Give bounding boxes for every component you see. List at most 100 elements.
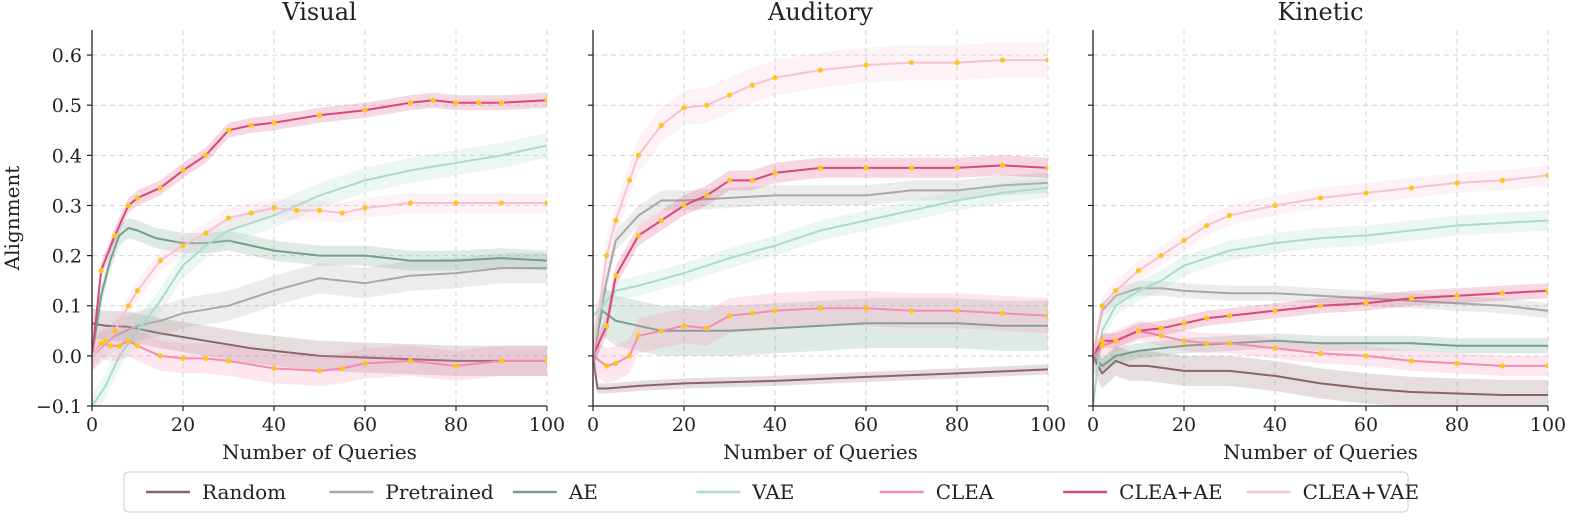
marker-clea_ae <box>726 177 733 183</box>
legend: Random Pretrained AE VAE CLEA CLEA+AE CLEA+VAE <box>123 471 1420 513</box>
marker-clea_ae <box>271 120 277 126</box>
marker-clea <box>749 310 755 316</box>
legend-item-clea_vae: CLEA+VAE <box>1246 480 1420 504</box>
marker-clea_ae <box>817 165 824 171</box>
marker-clea_ae <box>498 100 505 106</box>
marker-clea_ae <box>704 192 710 199</box>
marker-clea_ae <box>1045 165 1048 171</box>
marker-clea_vae <box>407 200 414 206</box>
marker-clea_vae <box>453 200 459 206</box>
marker-clea_ae <box>407 100 414 106</box>
marker-clea_ae <box>1272 308 1278 314</box>
marker-clea_ae <box>635 232 642 239</box>
line-ae <box>1093 339 1548 367</box>
marker-clea_ae <box>98 268 104 274</box>
marker-clea_ae <box>954 165 960 171</box>
marker-clea <box>116 343 122 349</box>
marker-clea_vae <box>1499 177 1506 183</box>
marker-clea <box>817 305 824 311</box>
marker-clea <box>681 323 687 329</box>
series-group <box>593 42 1048 394</box>
line-ae <box>92 227 547 357</box>
y-tick-label: 0.2 <box>52 246 82 268</box>
y-tick-label: −0.1 <box>36 396 82 418</box>
band-pretrained <box>92 253 547 371</box>
panel-auditory: 0 20 40 60 80 100 Auditory Number of Queries <box>587 0 1066 464</box>
marker-clea <box>604 363 610 369</box>
marker-clea_ae <box>1204 315 1210 321</box>
marker-clea_vae <box>749 82 755 88</box>
marker-clea_vae <box>180 242 186 249</box>
line-clea_ae <box>593 164 1048 357</box>
marker-clea <box>1317 350 1324 356</box>
marker-clea_vae <box>1204 222 1210 229</box>
marker-clea <box>225 358 232 364</box>
marker-clea_ae <box>544 97 547 103</box>
x-tick-label: 20 <box>1172 414 1196 436</box>
marker-clea_ae <box>1363 300 1369 306</box>
marker-clea <box>999 310 1006 316</box>
marker-clea_vae <box>817 67 824 73</box>
marker-clea <box>339 365 345 371</box>
marker-clea_vae <box>1181 237 1187 244</box>
marker-clea_vae <box>954 59 960 66</box>
marker-clea_vae <box>1408 185 1415 191</box>
marker-group <box>1099 172 1548 369</box>
band-clea_ae <box>92 92 547 364</box>
marker-clea_ae <box>658 217 664 224</box>
marker-clea_ae <box>1454 293 1460 299</box>
marker-clea_vae <box>271 205 277 211</box>
marker-clea_ae <box>681 202 687 209</box>
x-axis-label: Number of Queries <box>723 440 918 464</box>
marker-clea_ae <box>604 323 610 329</box>
line-pretrained <box>593 181 1048 357</box>
marker-clea <box>407 358 414 364</box>
marker-clea_ae <box>248 122 254 128</box>
marker-clea_vae <box>704 102 710 108</box>
marker-clea_vae <box>635 152 642 158</box>
marker-clea <box>1045 313 1048 319</box>
band-ae <box>593 285 1048 381</box>
marker-clea <box>1499 363 1506 369</box>
legend-label: CLEA+VAE <box>1303 480 1420 504</box>
marker-clea_vae <box>339 210 345 216</box>
marker-clea_ae <box>1099 338 1105 344</box>
marker-clea_vae <box>726 92 733 98</box>
band-ae <box>92 218 547 366</box>
band-vae <box>593 177 1048 326</box>
x-tick-label: 80 <box>444 414 468 436</box>
line-pretrained <box>1093 287 1548 357</box>
marker-clea_vae <box>604 253 610 259</box>
marker-clea_vae <box>772 75 778 81</box>
marker-clea <box>180 355 186 361</box>
marker-clea_ae <box>1181 320 1187 326</box>
x-tick-label: 100 <box>529 414 565 436</box>
series-group <box>1093 165 1548 406</box>
line-pretrained <box>92 267 547 357</box>
band-clea_vae <box>1093 165 1548 366</box>
marker-clea_vae <box>1454 180 1460 186</box>
panel-title: Kinetic <box>1277 0 1363 26</box>
legend-item-pretrained: Pretrained <box>329 480 494 504</box>
marker-clea_vae <box>681 105 687 111</box>
x-tick-label: 40 <box>763 414 787 436</box>
marker-clea <box>1099 343 1105 349</box>
marker-clea_vae <box>125 303 131 309</box>
marker-clea_vae <box>1099 303 1105 309</box>
marker-clea <box>1158 333 1164 339</box>
marker-clea <box>772 308 778 314</box>
marker-clea_vae <box>103 338 109 344</box>
marker-clea_vae <box>112 328 118 334</box>
marker-clea <box>1454 360 1460 366</box>
y-tick-label: 0.6 <box>52 45 82 67</box>
y-tick-label: 0.0 <box>52 346 82 368</box>
series-group <box>92 92 547 406</box>
x-tick-label: 80 <box>945 414 969 436</box>
marker-clea_ae <box>1545 288 1548 294</box>
marker-clea_ae <box>157 185 163 191</box>
band-random <box>92 308 547 376</box>
band-vae <box>1093 210 1548 406</box>
marker-clea_ae <box>863 165 869 171</box>
marker-clea_vae <box>294 207 300 214</box>
marker-clea <box>1204 340 1210 346</box>
